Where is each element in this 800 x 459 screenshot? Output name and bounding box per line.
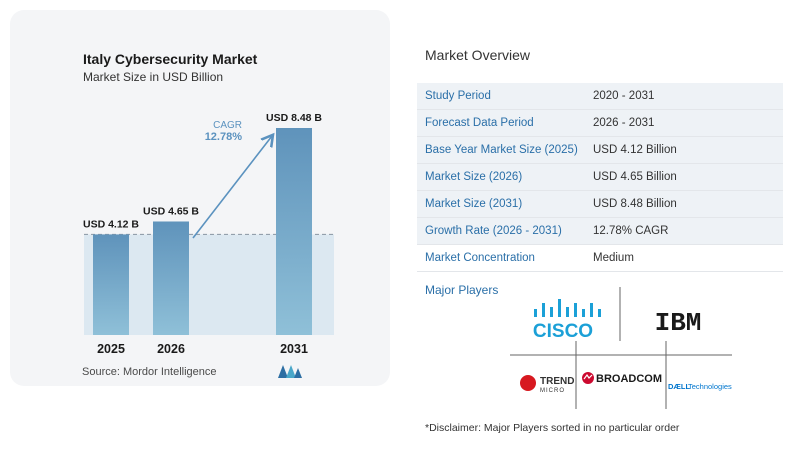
- broadcom-logo: BROADCOM: [582, 372, 662, 385]
- bar-value-label: USD 8.48 B: [266, 112, 322, 124]
- overview-table: Study Period 2020 - 2031 Forecast Data Pe…: [417, 83, 783, 272]
- players-logo-grid: CISCO IBM TREND MICRO BROADCOM DÆLL Tech…: [510, 287, 732, 409]
- overview-row: Market Concentration Medium: [417, 245, 783, 272]
- dell-wordmark: DÆLL: [668, 382, 690, 391]
- chart-title: Italy Cybersecurity Market: [83, 51, 258, 67]
- x-tick-label: 2025: [97, 342, 125, 356]
- trend-micro-icon: [520, 375, 536, 391]
- overview-row: Study Period 2020 - 2031: [417, 83, 783, 110]
- overview-value: USD 4.65 Billion: [593, 171, 677, 183]
- bar: [93, 234, 129, 335]
- overview-key: Base Year Market Size (2025): [425, 144, 578, 156]
- mordor-logo-icon: [278, 365, 302, 378]
- overview-row: Growth Rate (2026 - 2031) 12.78% CAGR: [417, 218, 783, 245]
- cisco-wordmark: CISCO: [533, 321, 593, 342]
- overview-key: Forecast Data Period: [425, 117, 534, 129]
- overview-title: Market Overview: [425, 47, 531, 63]
- dell-technologies-wordmark: Technologies: [688, 382, 732, 391]
- bar: [276, 128, 312, 335]
- dell-logo: DÆLL Technologies: [668, 382, 732, 391]
- overview-row: Market Size (2026) USD 4.65 Billion: [417, 164, 783, 191]
- trend-micro-logo: TREND MICRO: [520, 375, 574, 394]
- overview-key: Growth Rate (2026 - 2031): [425, 225, 562, 237]
- cagr-value: 12.78%: [205, 131, 243, 143]
- overview-value: Medium: [593, 252, 634, 264]
- bar-value-label: USD 4.12 B: [83, 218, 139, 230]
- disclaimer: *Disclaimer: Major Players sorted in no …: [425, 422, 680, 434]
- cagr-arrow: [192, 136, 272, 239]
- broadcom-wordmark: BROADCOM: [596, 373, 662, 385]
- cagr-label: CAGR: [213, 120, 242, 131]
- players-title: Major Players: [425, 283, 499, 297]
- overview-value: 12.78% CAGR: [593, 225, 669, 237]
- cisco-bars-icon: [534, 299, 601, 317]
- overview-key: Market Size (2031): [425, 198, 523, 210]
- overview-row: Forecast Data Period 2026 - 2031: [417, 110, 783, 137]
- overview-value: 2026 - 2031: [593, 117, 655, 129]
- x-tick-label: 2031: [280, 342, 308, 356]
- overview-key: Market Concentration: [425, 252, 535, 264]
- broadcom-icon: [582, 372, 594, 384]
- overview-key: Study Period: [425, 90, 491, 102]
- bar-chart: USD 4.12 B 2025 USD 4.65 B 2026 USD 8.48 B 20…: [83, 112, 334, 356]
- overview-value: USD 8.48 Billion: [593, 198, 677, 210]
- overview-row: Market Size (2031) USD 8.48 Billion: [417, 191, 783, 218]
- overview-value: 2020 - 2031: [593, 90, 655, 102]
- overview-row: Base Year Market Size (2025) USD 4.12 Bil…: [417, 137, 783, 164]
- cisco-logo: CISCO: [533, 299, 601, 342]
- overview-value: USD 4.12 Billion: [593, 144, 677, 156]
- ibm-logo: IBM: [655, 308, 702, 338]
- bar: [153, 221, 189, 335]
- overview-key: Market Size (2026): [425, 171, 523, 183]
- trend-micro-wordmark: TREND: [540, 376, 574, 387]
- source-note: Source: Mordor Intelligence: [82, 366, 217, 378]
- chart-subtitle: Market Size in USD Billion: [83, 70, 224, 84]
- bar-value-label: USD 4.65 B: [143, 205, 199, 217]
- trend-micro-sub: MICRO: [540, 388, 565, 394]
- x-tick-label: 2026: [157, 342, 185, 356]
